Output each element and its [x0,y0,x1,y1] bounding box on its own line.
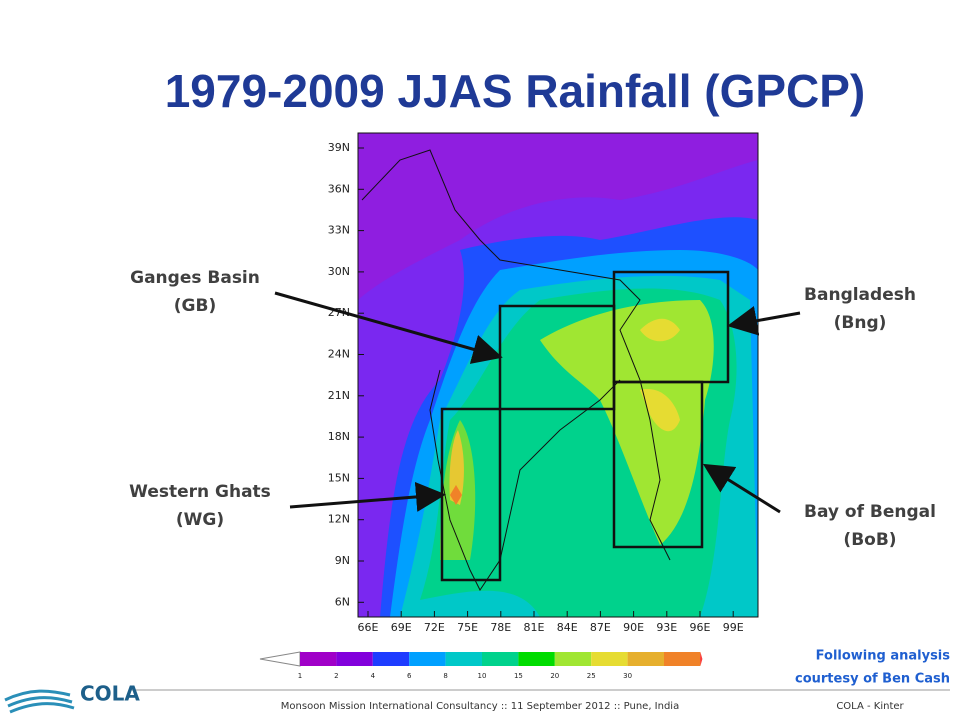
region-name: Western Ghats [129,482,271,502]
lat-label: 24N [328,348,350,361]
colorbar-swatch [482,652,519,666]
colorbar-label: 20 [550,672,559,680]
lat-label: 39N [328,141,350,154]
lon-label: 99E [723,621,744,634]
slide-title: 1979-2009 JJAS Rainfall (GPCP) [165,65,866,117]
colorbar-swatch [554,652,592,666]
lat-label: 33N [328,224,350,237]
colorbar-label: 4 [371,672,376,680]
colorbar-label: 8 [443,672,447,680]
colorbar-label: 2 [334,672,338,680]
colorbar-swatch [664,652,701,666]
lon-label: 66E [358,621,379,634]
logo-text: COLA [80,682,140,706]
rainfall-map [358,133,758,617]
colorbar-swatch [300,652,337,666]
note: Following analysis [816,649,951,664]
colorbar-min [259,651,301,667]
colorbar-swatch [372,652,410,666]
lon-label: 75E [457,621,478,634]
lon-label: 84E [557,621,578,634]
lat-label: 9N [335,554,350,567]
lon-label: 93E [656,621,677,634]
colorbar-label: 25 [587,672,596,680]
lat-label: 18N [328,430,350,443]
lon-label: 78E [490,621,511,634]
colorbar-swatch [591,652,628,666]
colorbar-label: 6 [407,672,412,680]
colorbar-label: 10 [478,672,487,680]
lon-label: 69E [391,621,412,634]
lat-label: 30N [328,265,350,278]
lat-label: 6N [335,595,350,608]
colorbar-swatch [627,652,664,666]
colorbar-label: 15 [514,672,523,680]
lon-label: 72E [424,621,445,634]
colorbar-swatch [518,652,555,666]
region-name: Bangladesh [804,285,916,305]
note: courtesy of Ben Cash [795,672,950,687]
colorbar-swatch [445,652,482,666]
colorbar-label: 30 [623,672,632,680]
logo: COLA [4,682,140,714]
region-abbr: (GB) [174,296,216,316]
footer-event: Monsoon Mission International Consultanc… [281,701,679,712]
lon-label: 81E [524,621,545,634]
lon-label: 90E [623,621,644,634]
colorbar-label: 1 [298,672,302,680]
lat-label: 12N [328,513,350,526]
region-name: Bay of Bengal [804,502,936,522]
colorbar-max [700,652,703,666]
colorbar-swatch [409,652,446,666]
region-name: Ganges Basin [130,268,260,288]
region-abbr: (Bng) [834,313,887,333]
colorbar-swatch [336,652,373,666]
arrows [274,291,801,514]
footer-credit: COLA - Kinter [836,701,904,712]
lon-label: 87E [590,621,611,634]
lat-label: 36N [328,182,350,195]
lat-label: 15N [328,471,350,484]
lat-label: 21N [328,389,350,402]
lon-label: 96E [690,621,711,634]
region-abbr: (BoB) [843,530,896,550]
region-abbr: (WG) [176,510,224,530]
